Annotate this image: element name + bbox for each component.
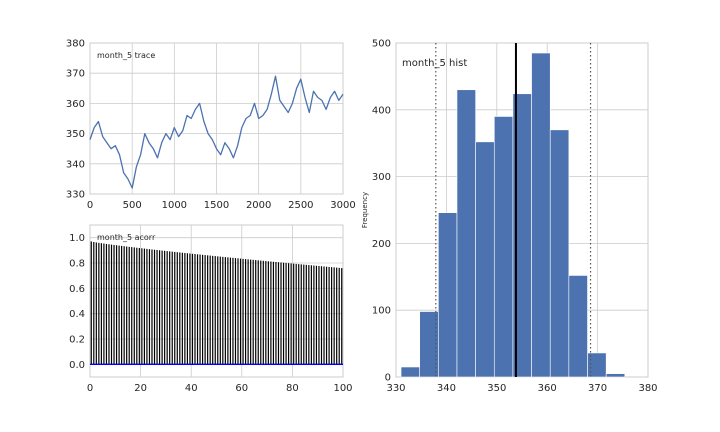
- acorr-annotation: month_5 acorr: [97, 233, 156, 242]
- trace-xtick-4: 2000: [246, 200, 271, 211]
- acorr-ytick-2: 0.4: [69, 309, 85, 320]
- hist-bar-11: [605, 373, 626, 378]
- hist-bar-9: [568, 275, 588, 378]
- acorr-xtick-0: 0: [87, 383, 93, 394]
- acorr-ytick-3: 0.6: [69, 284, 85, 295]
- acorr-xtick-3: 60: [235, 383, 248, 394]
- hist-bar-8: [549, 129, 570, 378]
- trace-panel: 0 500 1000 1500 2000 2500 3000 330 340 350 360 370 3…: [66, 39, 356, 212]
- trace-xtick-6: 3000: [330, 200, 355, 211]
- hist-bar-10: [587, 352, 607, 378]
- acorr-xtick-5: 100: [333, 383, 352, 394]
- acorr-ytick-5: 1.0: [69, 233, 85, 244]
- acorr-ytick-4: 0.8: [69, 259, 85, 270]
- trace-line: [89, 75, 344, 189]
- hist-xtick-2: 350: [487, 383, 506, 394]
- hist-xtick-3: 360: [538, 383, 557, 394]
- acorr-panel: 0 20 40 60 80 100 0.0 0.2 0.4 0.6 0.8 1.0 month_5 a…: [69, 224, 353, 394]
- acorr-ytick-1: 0.2: [69, 335, 85, 346]
- hist-bar-5: [493, 116, 514, 378]
- hist-ytick-2: 200: [372, 239, 391, 250]
- acorr-xtick-4: 80: [286, 383, 299, 394]
- trace-ytick-4: 370: [66, 69, 85, 80]
- hist-bar-0: [400, 366, 420, 378]
- hist-ytick-4: 400: [372, 105, 391, 116]
- hist-xtick-0: 330: [386, 383, 405, 394]
- hist-bar-3: [456, 89, 476, 378]
- trace-xtick-5: 2500: [288, 200, 313, 211]
- hist-ytick-3: 300: [372, 172, 391, 183]
- trace-ytick-5: 380: [66, 39, 85, 50]
- hist-annotation: month_5 hist: [402, 58, 467, 69]
- acorr-plot-area: [89, 224, 344, 378]
- trace-ytick-0: 330: [66, 190, 85, 201]
- trace-xtick-2: 1000: [162, 200, 187, 211]
- hist-ytick-1: 100: [372, 306, 391, 317]
- hist-xtick-5: 380: [638, 383, 657, 394]
- hist-ytick-0: 0: [385, 373, 391, 384]
- hist-ytick-5: 500: [372, 39, 391, 50]
- hist-xtick-4: 370: [588, 383, 607, 394]
- hist-ylabel: Frequency: [361, 192, 369, 228]
- trace-annotation: month_5 trace: [97, 51, 155, 60]
- acorr-xtick-1: 20: [134, 383, 147, 394]
- trace-ytick-3: 360: [66, 99, 85, 110]
- acorr-xtick-2: 40: [185, 383, 198, 394]
- hist-bar-7: [531, 52, 551, 378]
- trace-xtick-0: 0: [87, 200, 93, 211]
- hist-panel: 330 340 350 360 370 380 0 100 200 300 400 500 month…: [361, 39, 658, 395]
- acorr-ytick-0: 0.0: [69, 360, 85, 371]
- trace-xtick-1: 500: [123, 200, 142, 211]
- hist-bar-2: [438, 212, 458, 378]
- hist-xtick-1: 340: [437, 383, 456, 394]
- trace-ytick-1: 340: [66, 159, 85, 170]
- trace-ytick-2: 350: [66, 129, 85, 140]
- hist-bar-4: [475, 141, 495, 378]
- trace-xtick-3: 1500: [204, 200, 229, 211]
